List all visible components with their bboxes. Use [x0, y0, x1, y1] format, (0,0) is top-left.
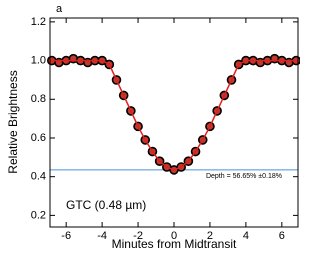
legend-label: GTC (0.48 µm) — [66, 198, 146, 212]
x-tick-label: -2 — [133, 230, 143, 242]
y-tick-label: 1.0 — [31, 54, 46, 66]
y-tick-label: 1.2 — [31, 16, 46, 28]
model-line — [50, 59, 298, 171]
x-tick-label: 2 — [207, 230, 213, 242]
chart: a Minutes from Midtransit Relative Brigh… — [6, 3, 300, 251]
y-axis-label: Relative Brightness — [6, 70, 20, 173]
x-tick-label: -4 — [97, 230, 107, 242]
panel-label: a — [56, 3, 63, 15]
y-tick-label: 0.4 — [31, 171, 46, 183]
x-tick-label: 4 — [243, 230, 249, 242]
x-tick-label: 0 — [171, 230, 177, 242]
x-axis-label: Minutes from Midtransit — [112, 237, 237, 251]
plot-frame — [49, 17, 299, 228]
y-tick-label: 0.2 — [31, 209, 46, 221]
x-tick-label: 6 — [279, 230, 285, 242]
x-tick-label: -6 — [61, 230, 71, 242]
y-tick-label: 0.6 — [31, 132, 46, 144]
depth-text: Depth = 56.65% ±0.18% — [206, 173, 282, 180]
y-tick-label: 0.8 — [31, 93, 46, 105]
